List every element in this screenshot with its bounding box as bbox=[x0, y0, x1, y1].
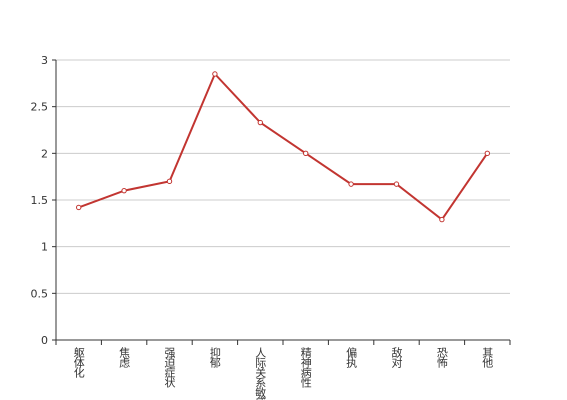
point bbox=[121, 187, 127, 194]
x-tick-label: 强迫症状 bbox=[163, 347, 176, 388]
y-tick-label: 0 bbox=[41, 334, 48, 347]
x-tick-label: 敌对 bbox=[390, 346, 403, 368]
x-tick-label: 精神病性 bbox=[299, 347, 312, 389]
y-tick-label: 2.5 bbox=[31, 101, 49, 114]
x-tick-label: 人际关系敏感 bbox=[254, 347, 267, 400]
point bbox=[212, 71, 218, 77]
point bbox=[484, 150, 490, 157]
y-tick-label: 0.5 bbox=[31, 287, 49, 300]
point bbox=[348, 181, 354, 187]
x-tick-label: 躯体化 bbox=[72, 347, 85, 379]
point bbox=[303, 150, 309, 157]
point bbox=[166, 178, 173, 185]
point bbox=[76, 204, 82, 211]
x-tick-label: 抑郁 bbox=[208, 346, 221, 368]
y-tick-label: 3 bbox=[41, 54, 48, 67]
x-tick-label: 其他 bbox=[481, 347, 494, 368]
point bbox=[393, 181, 400, 187]
x-tick-label: 恐怖 bbox=[435, 347, 448, 368]
x-tick-label: 焦虑 bbox=[118, 347, 131, 368]
x-tick-label: 偏执 bbox=[345, 346, 358, 369]
point bbox=[439, 216, 445, 223]
point bbox=[257, 119, 263, 126]
y-tick-label: 2 bbox=[41, 147, 48, 160]
line bbox=[78, 72, 489, 222]
y-tick-label: 1 bbox=[41, 241, 48, 254]
y-tick-label: 1.5 bbox=[31, 194, 49, 207]
